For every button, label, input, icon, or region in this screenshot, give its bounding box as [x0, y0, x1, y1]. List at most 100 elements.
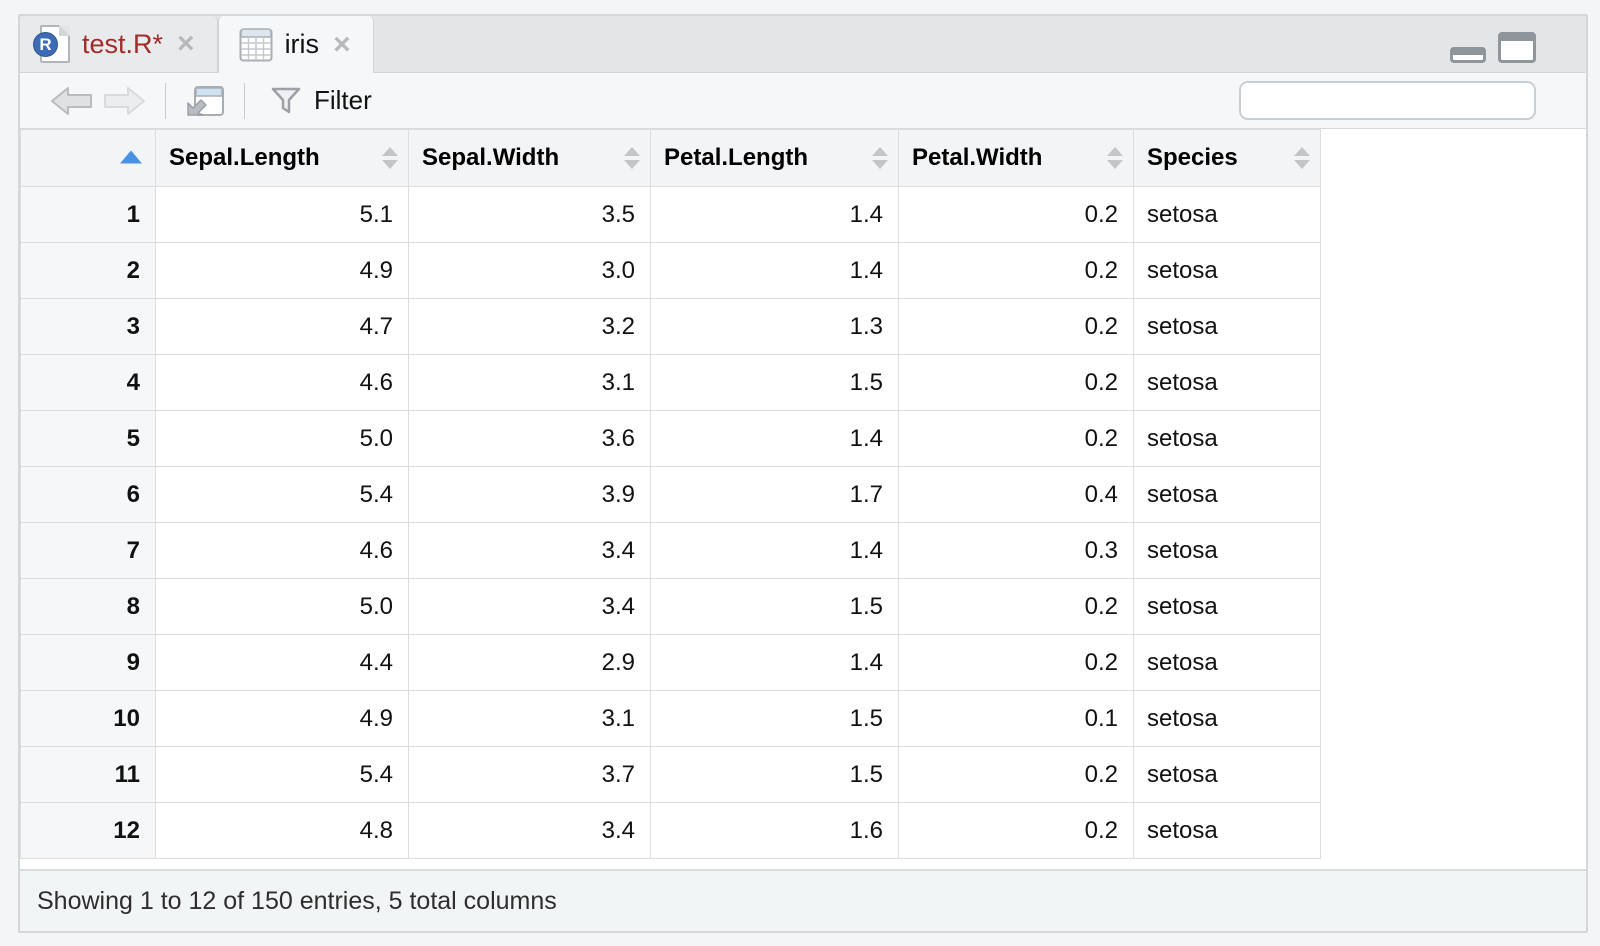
tab-label: test.R* — [82, 28, 164, 59]
cell: 1.4 — [650, 522, 899, 579]
cell: 0.1 — [898, 690, 1134, 747]
search-box[interactable] — [1239, 81, 1539, 120]
status-bar: Showing 1 to 12 of 150 entries, 5 total … — [20, 869, 1586, 931]
close-icon[interactable]: × — [177, 27, 195, 60]
row-number: 1 — [20, 186, 156, 243]
cell: setosa — [1133, 690, 1321, 747]
cell: 1.3 — [650, 298, 899, 355]
cell: 5.0 — [155, 578, 409, 635]
sort-arrows-icon — [1107, 147, 1123, 169]
table-row: 1 5.1 3.5 1.4 0.2 setosa — [20, 186, 1321, 243]
cell: setosa — [1133, 410, 1321, 467]
cell: 1.5 — [650, 690, 899, 747]
cell: 3.1 — [408, 690, 651, 747]
toolbar-separator — [244, 82, 245, 119]
data-grid-icon — [239, 27, 273, 61]
cell: 4.6 — [155, 522, 409, 579]
cell: setosa — [1133, 186, 1321, 243]
cell: setosa — [1133, 466, 1321, 523]
column-header-petal-width[interactable]: Petal.Width — [898, 129, 1134, 187]
column-header-petal-length[interactable]: Petal.Length — [650, 129, 899, 187]
cell: 0.2 — [898, 410, 1134, 467]
cell: 0.2 — [898, 634, 1134, 691]
cell: 0.2 — [898, 242, 1134, 299]
cell: 5.1 — [155, 186, 409, 243]
forward-button[interactable] — [98, 84, 150, 118]
r-script-icon: R — [33, 25, 70, 63]
cell: 0.2 — [898, 186, 1134, 243]
cell: setosa — [1133, 634, 1321, 691]
viewer-toolbar: Filter — [20, 73, 1586, 128]
column-header-sepal-length[interactable]: Sepal.Length — [155, 129, 409, 187]
table-row: 8 5.0 3.4 1.5 0.2 setosa — [20, 578, 1321, 635]
cell: 3.4 — [408, 802, 651, 859]
back-button[interactable] — [46, 84, 98, 118]
cell: 1.5 — [650, 746, 899, 803]
cell: 4.7 — [155, 298, 409, 355]
cell: 0.2 — [898, 354, 1134, 411]
cell: 5.0 — [155, 410, 409, 467]
cell: 0.2 — [898, 802, 1134, 859]
data-table: Sepal.Length Sepal.Width Petal.Length Petal… — [20, 129, 1321, 859]
cell: 4.8 — [155, 802, 409, 859]
toolbar-separator — [165, 82, 166, 119]
column-header-sepal-width[interactable]: Sepal.Width — [408, 129, 651, 187]
cell: 3.6 — [408, 410, 651, 467]
table-body: 1 5.1 3.5 1.4 0.2 setosa 2 4.9 3.0 1.4 0.2 setosa 3 4… — [20, 186, 1321, 859]
back-arrow-icon — [51, 86, 92, 115]
filter-button[interactable]: Filter — [264, 83, 378, 118]
cell: 3.7 — [408, 746, 651, 803]
cell: setosa — [1133, 298, 1321, 355]
row-number: 6 — [20, 466, 156, 523]
minimize-pane-icon[interactable] — [1450, 47, 1486, 63]
cell: 0.4 — [898, 466, 1134, 523]
row-number-header[interactable] — [20, 129, 156, 187]
tab-label: iris — [284, 29, 320, 59]
cell: 4.9 — [155, 690, 409, 747]
tab-iris[interactable]: iris × — [217, 16, 374, 73]
maximize-pane-icon[interactable] — [1498, 32, 1536, 63]
cell: 1.6 — [650, 802, 899, 859]
row-number: 8 — [20, 578, 156, 635]
cell: 4.9 — [155, 242, 409, 299]
column-label: Sepal.Width — [422, 144, 560, 171]
row-number: 7 — [20, 522, 156, 579]
cell: setosa — [1133, 746, 1321, 803]
cell: 5.4 — [155, 746, 409, 803]
close-icon[interactable]: × — [333, 27, 351, 61]
forward-arrow-icon — [104, 86, 145, 115]
table-row: 5 5.0 3.6 1.4 0.2 setosa — [20, 410, 1321, 467]
cell: setosa — [1133, 578, 1321, 635]
cell: 1.4 — [650, 242, 899, 299]
cell: 3.9 — [408, 466, 651, 523]
column-label: Sepal.Length — [169, 144, 320, 171]
status-text: Showing 1 to 12 of 150 entries, 5 total … — [37, 886, 557, 915]
cell: 3.2 — [408, 298, 651, 355]
source-pane: R test.R* × iris × — [18, 14, 1588, 933]
cell: 3.1 — [408, 354, 651, 411]
tab-test-r[interactable]: R test.R* × — [20, 16, 218, 72]
table-row: 9 4.4 2.9 1.4 0.2 setosa — [20, 634, 1321, 691]
cell: 3.4 — [408, 578, 651, 635]
row-number: 11 — [20, 746, 156, 803]
cell: 1.5 — [650, 578, 899, 635]
show-in-new-window-button[interactable] — [181, 82, 229, 120]
cell: setosa — [1133, 242, 1321, 299]
row-number: 3 — [20, 298, 156, 355]
row-number: 2 — [20, 242, 156, 299]
cell: 1.4 — [650, 186, 899, 243]
cell: 0.2 — [898, 578, 1134, 635]
cell: 1.4 — [650, 634, 899, 691]
filter-label: Filter — [314, 85, 372, 115]
column-header-species[interactable]: Species — [1133, 129, 1321, 187]
tab-bar: R test.R* × iris × — [20, 16, 1586, 73]
sort-arrows-icon — [382, 147, 398, 169]
cell: 5.4 — [155, 466, 409, 523]
cell: 0.3 — [898, 522, 1134, 579]
row-number: 5 — [20, 410, 156, 467]
row-number: 9 — [20, 634, 156, 691]
row-number: 4 — [20, 354, 156, 411]
search-input[interactable] — [1251, 87, 1539, 114]
cell: 4.4 — [155, 634, 409, 691]
cell: 3.0 — [408, 242, 651, 299]
